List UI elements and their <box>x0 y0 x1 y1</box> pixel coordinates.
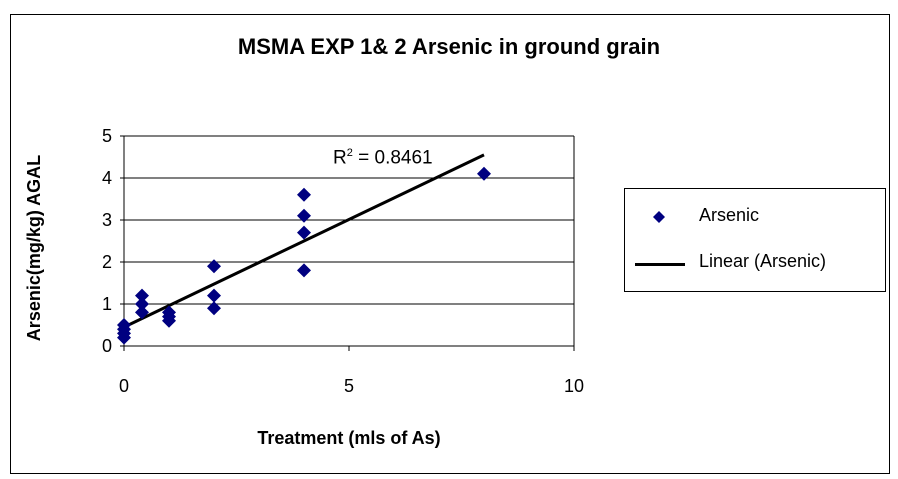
y-tick-label-2: 2 <box>102 252 112 272</box>
x-tick-label-0: 0 <box>119 376 129 396</box>
legend-label-arsenic: Arsenic <box>699 205 760 225</box>
y-tick-label-5: 5 <box>102 126 112 146</box>
legend-label-linear: Linear (Arsenic) <box>699 251 827 271</box>
y-tick-label-1: 1 <box>102 294 112 314</box>
trendline-legend-icon <box>635 263 685 266</box>
data-point-arsenic-14 <box>297 225 311 240</box>
trendline-linear-arsenic <box>123 153 485 329</box>
y-tick-label-4: 4 <box>102 168 112 188</box>
legend: Arsenic Linear (Arsenic) <box>624 188 886 292</box>
data-point-arsenic-10 <box>207 301 221 316</box>
legend-item-linear: Linear (Arsenic) <box>625 249 885 279</box>
trendline-layer <box>123 153 485 329</box>
r2-prefix: R <box>333 147 347 169</box>
data-point-arsenic-16 <box>297 187 311 202</box>
y-axis-title: Arsenic(mg/kg) AGAL <box>24 154 44 342</box>
x-axis-title: Treatment (mls of As) <box>257 428 441 448</box>
data-point-arsenic-3 <box>117 318 131 332</box>
data-point-arsenic-4 <box>135 305 149 320</box>
axes <box>120 135 575 351</box>
diamond-marker-icon <box>653 211 665 223</box>
data-point-arsenic-5 <box>135 297 149 311</box>
r2-superscript: 2 <box>346 147 353 159</box>
data-point-arsenic-17 <box>477 166 491 181</box>
data-points <box>117 166 491 345</box>
data-point-arsenic-6 <box>135 288 149 303</box>
data-point-arsenic-15 <box>297 208 311 223</box>
y-tick-label-0: 0 <box>102 336 112 356</box>
r2-value: = 0.8461 <box>352 147 433 169</box>
tick-labels: 0 1 2 3 4 5 0 5 10 <box>102 126 584 396</box>
x-tick-label-5: 5 <box>344 376 354 396</box>
legend-item-arsenic: Arsenic <box>625 203 885 233</box>
r-squared-annotation: R2 = 0.8461 <box>333 147 433 169</box>
y-tick-label-3: 3 <box>102 210 112 230</box>
data-point-arsenic-13 <box>297 263 311 278</box>
data-point-arsenic-12 <box>207 259 221 274</box>
x-tick-label-10: 10 <box>564 376 584 396</box>
chart-title: MSMA EXP 1& 2 Arsenic in ground grain <box>237 34 661 59</box>
data-point-arsenic-9 <box>162 305 176 320</box>
data-point-arsenic-11 <box>207 288 221 303</box>
